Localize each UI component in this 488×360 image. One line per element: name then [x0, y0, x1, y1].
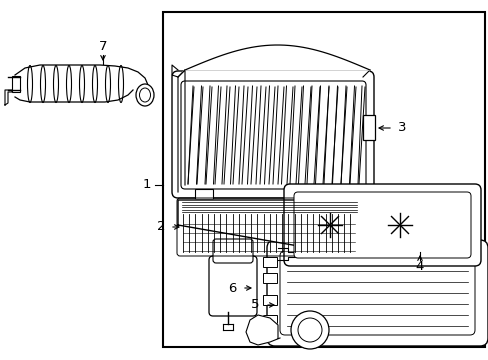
FancyBboxPatch shape — [172, 71, 373, 198]
Text: 6: 6 — [227, 282, 236, 294]
FancyBboxPatch shape — [280, 251, 474, 335]
Bar — [195, 189, 213, 199]
Bar — [362, 115, 374, 140]
FancyBboxPatch shape — [208, 256, 257, 316]
Polygon shape — [184, 45, 369, 70]
FancyBboxPatch shape — [284, 184, 480, 266]
FancyBboxPatch shape — [213, 239, 252, 263]
Polygon shape — [5, 90, 12, 105]
FancyBboxPatch shape — [293, 192, 470, 258]
Text: 5: 5 — [250, 298, 259, 311]
Text: 2: 2 — [157, 220, 165, 234]
Text: 1: 1 — [142, 179, 151, 192]
Bar — [163, 12, 484, 347]
Text: 7: 7 — [99, 40, 107, 54]
Bar — [263, 257, 276, 267]
Ellipse shape — [136, 84, 154, 106]
Polygon shape — [178, 70, 369, 77]
Bar — [263, 315, 276, 325]
FancyBboxPatch shape — [181, 81, 365, 189]
Bar — [12, 76, 20, 92]
Text: 4: 4 — [415, 261, 423, 274]
Bar — [263, 295, 276, 305]
Polygon shape — [178, 200, 359, 255]
Polygon shape — [178, 70, 184, 192]
FancyBboxPatch shape — [266, 240, 487, 346]
Ellipse shape — [290, 311, 328, 349]
Polygon shape — [15, 65, 148, 102]
Bar — [263, 273, 276, 283]
Text: 3: 3 — [397, 121, 406, 135]
Polygon shape — [245, 315, 280, 345]
Bar — [339, 189, 357, 199]
